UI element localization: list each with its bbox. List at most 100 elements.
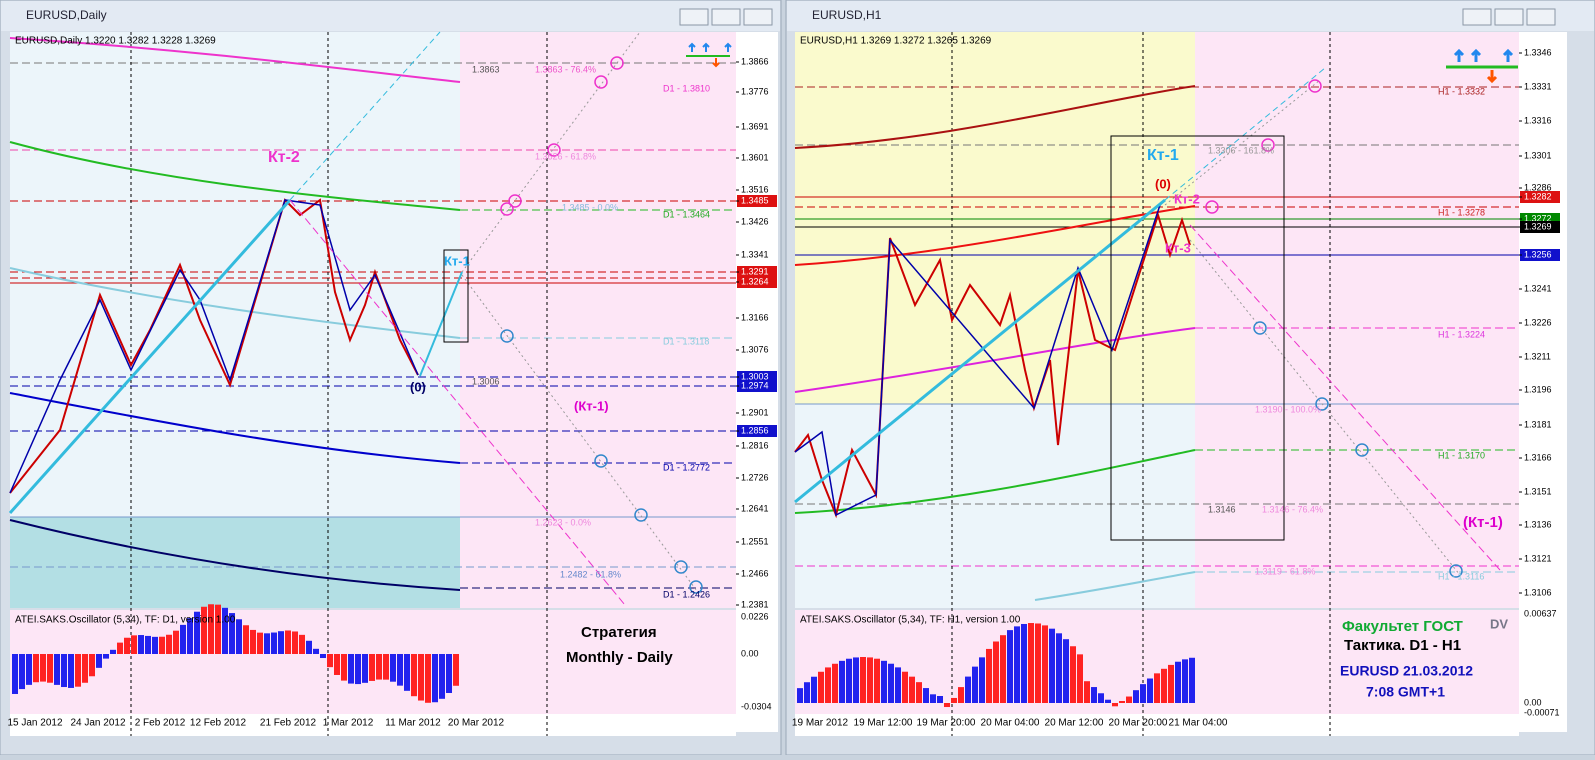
price-label: 1.3106 [1524,587,1552,597]
price-label: 1.3196 [1524,384,1552,394]
price-label: 1.3866 [741,56,769,66]
oscillator-label: 0.0226 [741,611,769,621]
osc-bar [1049,628,1055,703]
osc-bar [986,648,992,703]
annotation: Monthly - Daily [566,649,673,666]
osc-bar [446,654,452,693]
annotation: (Кт-1) [574,398,609,413]
chart-bg-yellow [795,32,1195,404]
osc-bar [376,654,382,680]
price-label: 1.3485 [741,195,769,205]
oscillator-label: 0.00 [741,648,759,658]
osc-bar [1168,664,1174,703]
osc-bar [138,635,144,654]
chart-header: EURUSD,H1 1.3269 1.3272 1.3265 1.3269 [800,36,992,47]
chart-bg-pink [460,32,736,608]
osc-bar [1056,633,1062,703]
osc-bar [1000,635,1006,703]
osc-bar [89,654,95,677]
osc-bar [194,611,200,654]
annotation: (0) [410,379,426,394]
osc-bar [96,654,102,668]
oscillator-header: ATEI.SAKS.Oscillator (5,34), TF: D1, ver… [15,615,236,626]
price-tag [737,425,777,437]
price-label: 1.3346 [1524,47,1552,57]
osc-bar [117,642,123,654]
osc-bar [902,671,908,703]
osc-bar [320,654,326,659]
osc-bar [292,631,298,654]
osc-bar [40,654,46,682]
annotation: 7:08 GMT+1 [1366,684,1445,700]
price-label: 1.3331 [1524,81,1552,91]
date-label: 19 Mar 20:00 [917,718,976,729]
price-label: 1.2551 [741,536,769,546]
osc-bar [909,676,915,703]
osc-bar [54,654,60,685]
date-label: 2 Feb 2012 [135,718,186,729]
osc-bar [271,632,277,654]
price-label: 1.3181 [1524,419,1552,429]
date-axis [795,714,1519,736]
price-label: 1.3151 [1524,486,1552,496]
oscillator-bars [12,604,1195,708]
price-label: 1.3516 [741,184,769,194]
osc-bar [425,654,431,703]
price-label: 1.3256 [1524,249,1552,259]
osc-bar [166,634,172,654]
date-label: 1 Mar 2012 [323,718,374,729]
price-label: 1.3166 [741,312,769,322]
level-label: D1 - 1.2772 [663,462,710,472]
osc-bar [12,654,18,694]
osc-bar [1091,687,1097,703]
price-label: 1.3269 [1524,221,1552,231]
price-label: 1.2381 [741,599,769,609]
osc-bar [930,694,936,703]
level-label: 1.3146 - 76.4% [1262,504,1323,514]
osc-bar [257,632,263,654]
level-label: 1.3863 - 76.4% [535,64,596,74]
osc-bar [68,654,74,688]
level-label: D1 - 1.2426 [663,589,710,599]
price-axis [1519,32,1567,732]
osc-bar [152,636,158,654]
osc-bar [1147,678,1153,703]
osc-bar [1119,701,1125,703]
osc-bar [916,682,922,703]
osc-bar [411,654,417,697]
annotation: DV [1490,616,1508,631]
osc-bar [327,654,333,668]
annotation: Кт-1 [444,253,470,268]
date-label: 20 Mar 04:00 [981,718,1040,729]
price-label: 1.3264 [741,276,769,286]
price-tag [1520,191,1560,203]
date-label: 21 Feb 2012 [260,718,317,729]
osc-bar [839,660,845,703]
date-label: 20 Mar 12:00 [1045,718,1104,729]
price-label: 1.3136 [1524,519,1552,529]
osc-bar [1063,639,1069,703]
price-label: 1.3076 [741,344,769,354]
price-label: 1.3601 [741,152,769,162]
price-label: 1.3003 [741,371,769,381]
osc-bar [944,703,950,708]
osc-bar [804,682,810,703]
osc-bar [951,697,957,703]
osc-bar [1182,659,1188,703]
osc-bar [124,637,130,654]
osc-bar [832,663,838,703]
level-label: 1.3485 - 0.0% [562,202,618,212]
date-label: 20 Mar 2012 [448,718,505,729]
drawings [8,8,1556,736]
price-label: 1.3282 [1524,191,1552,201]
annotation: Тактика. D1 - H1 [1344,637,1461,654]
osc-bar [348,654,354,684]
osc-bar [1140,684,1146,703]
osc-bar [383,654,389,680]
osc-bar [1070,646,1076,703]
osc-bar [1007,630,1013,703]
osc-bar [243,625,249,654]
date-label: 11 Mar 2012 [385,718,441,729]
annotation: Кт-2 [268,149,300,166]
osc-bar [1014,626,1020,703]
